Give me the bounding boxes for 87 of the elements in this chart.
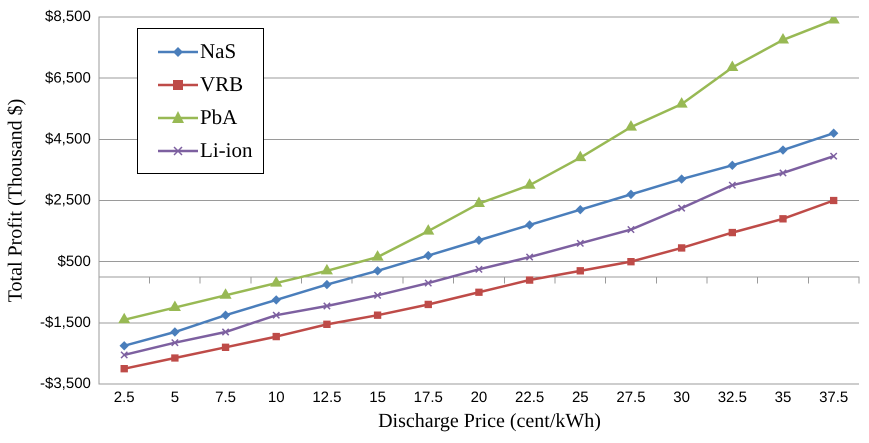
point (829, 128, 838, 138)
y-tick-label: $4,500 (44, 130, 91, 148)
point (170, 338, 179, 347)
legend-label: Li-ion (200, 138, 252, 163)
point (424, 251, 433, 260)
point (678, 204, 686, 212)
point (830, 152, 838, 160)
y-tick-label: $6,500 (44, 69, 91, 86)
point (374, 312, 382, 319)
y-axis-title: Total Profit (Thousand $) (4, 98, 26, 302)
x-tick-label: 37.5 (819, 389, 848, 406)
point (475, 265, 483, 274)
point (576, 239, 584, 248)
point (574, 151, 586, 162)
x-tick-label: 5 (170, 389, 180, 406)
x-tick-label: 2.5 (114, 389, 135, 406)
point (272, 332, 280, 340)
point (524, 178, 536, 189)
point (677, 174, 686, 184)
point (576, 267, 584, 275)
point (627, 258, 635, 266)
point (322, 302, 331, 310)
point (272, 295, 281, 304)
point (323, 320, 331, 328)
point (120, 341, 129, 350)
x-tick-label: 27.5 (616, 389, 646, 406)
point (322, 280, 332, 290)
point (777, 33, 789, 44)
point (374, 291, 382, 300)
legend-label: VRB (200, 72, 244, 97)
point (270, 276, 282, 287)
y-tick-label: -$1,500 (40, 314, 91, 331)
x-tick-label: 17.5 (414, 389, 443, 406)
x-tick-label: 10 (268, 389, 285, 406)
point (171, 354, 179, 362)
point (830, 196, 838, 204)
point (120, 365, 128, 372)
point (526, 253, 534, 262)
x-tick-label: 30 (673, 389, 690, 406)
point (625, 120, 637, 131)
legend-label: PbA (200, 105, 238, 130)
x-tick-label: 7.5 (215, 389, 236, 406)
point (424, 279, 432, 288)
point (525, 220, 534, 230)
legend-label: NaS (200, 39, 236, 64)
x-tick-label: 20 (470, 389, 488, 406)
point (728, 228, 736, 236)
y-tick-label: $2,500 (44, 192, 91, 209)
point (676, 98, 688, 108)
point (220, 288, 232, 299)
y-tick-label: -$3,500 (40, 375, 91, 392)
point (169, 301, 181, 312)
point (526, 276, 534, 284)
x-tick-label: 25 (572, 389, 589, 406)
point (728, 160, 737, 170)
point (373, 266, 382, 276)
point (222, 328, 230, 336)
x-tick-label: 22.5 (515, 389, 544, 406)
x-tick-label: 12.5 (312, 389, 342, 406)
point (678, 244, 686, 252)
point (728, 181, 736, 190)
x-tick-label: 35 (774, 389, 792, 406)
x-tick-label: 32.5 (718, 389, 747, 406)
point (576, 205, 585, 214)
point (627, 226, 635, 234)
point (475, 288, 483, 296)
point (120, 351, 128, 359)
point (726, 60, 738, 71)
point (222, 344, 230, 351)
y-tick-label: $500 (58, 252, 91, 270)
point (272, 311, 280, 320)
point (170, 328, 180, 337)
point (424, 300, 432, 308)
point (473, 197, 485, 208)
point (422, 224, 434, 235)
point (372, 250, 384, 261)
point (778, 146, 788, 155)
x-tick-label: 15 (369, 389, 386, 406)
y-tick-label: $8,500 (44, 8, 91, 26)
point (118, 313, 130, 324)
x-axis-title: Discharge Price (cent/kWh) (377, 410, 602, 433)
point (626, 190, 636, 199)
point (221, 310, 230, 320)
point (474, 236, 484, 245)
point (779, 169, 787, 177)
point (321, 264, 333, 274)
point (779, 215, 787, 223)
